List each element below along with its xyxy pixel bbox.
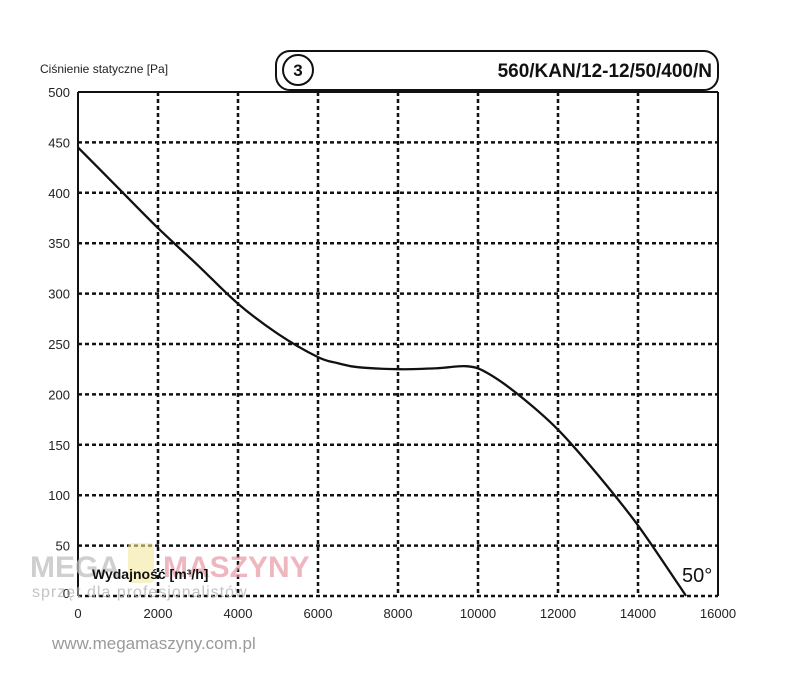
blade-angle-annotation: 50° <box>682 565 712 587</box>
curve-number: 3 <box>293 61 302 80</box>
watermark-right: MASZYNY <box>163 551 310 584</box>
y-tick-label: 50 <box>56 539 70 554</box>
title-box <box>275 50 719 91</box>
x-tick-labels: 0 2000 4000 6000 8000 10000 12000 14000 16000 <box>74 606 736 621</box>
y-tick-label: 400 <box>48 186 70 201</box>
pressure-curve <box>77 146 687 597</box>
y-tick-label: 100 <box>48 488 70 503</box>
y-tick-label: 0 <box>63 586 70 601</box>
watermark-logo-icon <box>128 543 154 583</box>
y-tick-label: 150 <box>48 438 70 453</box>
y-tick-label: 250 <box>48 337 70 352</box>
watermark-left: MEGA <box>30 551 120 584</box>
x-tick-label: 0 <box>74 606 81 621</box>
y-tick-label: 350 <box>48 236 70 251</box>
y-tick-label: 450 <box>48 135 70 150</box>
x-tick-label: 8000 <box>384 606 413 621</box>
footer-website: www.megamaszyny.com.pl <box>52 634 256 653</box>
x-axis-label: Wydajność [m³/h] <box>92 566 208 582</box>
grid <box>77 91 719 598</box>
x-tick-label: 10000 <box>460 606 496 621</box>
y-tick-label: 300 <box>48 287 70 302</box>
curve-number-badge <box>282 54 314 86</box>
y-tick-label: 500 <box>48 85 70 100</box>
y-axis-label: Ciśnienie statyczne [Pa] <box>40 62 168 76</box>
x-tick-label: 4000 <box>224 606 253 621</box>
y-tick-label: 200 <box>48 387 70 402</box>
x-tick-label: 16000 <box>700 606 736 621</box>
x-tick-label: 2000 <box>144 606 173 621</box>
x-tick-label: 6000 <box>304 606 333 621</box>
x-tick-label: 14000 <box>620 606 656 621</box>
chart-title: 560/KAN/12-12/50/400/N <box>498 61 712 82</box>
watermark-tagline: sprzęt dla profesjonalistów <box>32 584 248 601</box>
x-tick-label: 12000 <box>540 606 576 621</box>
